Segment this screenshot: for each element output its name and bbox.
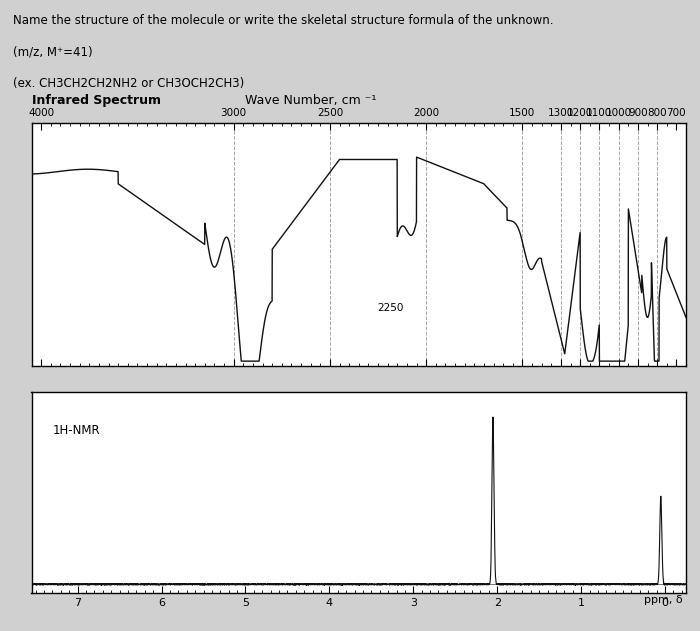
Text: ppm, δ: ppm, δ (644, 595, 682, 605)
Text: Wave Number, cm ⁻¹: Wave Number, cm ⁻¹ (245, 94, 377, 107)
Text: 1H-NMR: 1H-NMR (52, 424, 100, 437)
Text: Infrared Spectrum: Infrared Spectrum (32, 94, 160, 107)
Text: (ex. CH3CH2CH2NH2 or CH3OCH2CH3): (ex. CH3CH2CH2NH2 or CH3OCH2CH3) (13, 77, 244, 90)
Text: 2250: 2250 (377, 303, 403, 313)
Text: Name the structure of the molecule or write the skeletal structure formula of th: Name the structure of the molecule or wr… (13, 14, 553, 27)
Text: (m/z, M⁺=41): (m/z, M⁺=41) (13, 45, 92, 59)
